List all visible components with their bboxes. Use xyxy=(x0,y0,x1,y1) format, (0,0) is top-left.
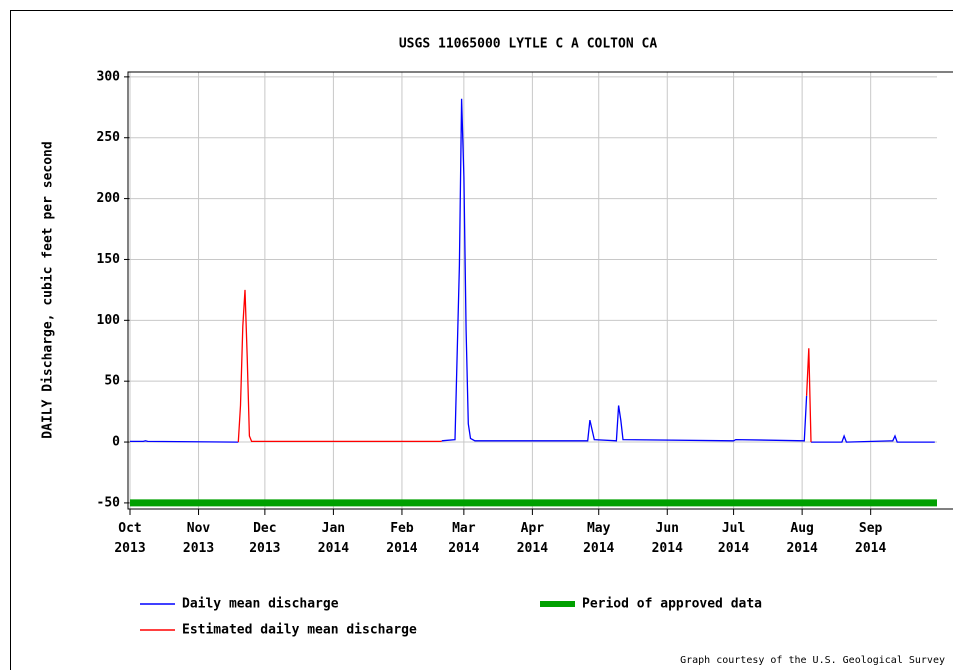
y-axis-label: DAILY Discharge, cubic feet per second xyxy=(41,141,56,438)
plot-frame xyxy=(127,71,953,510)
y-tick-label: 200 xyxy=(97,191,121,206)
x-tick-label: Feb 2014 xyxy=(386,521,418,556)
y-tick-label: 150 xyxy=(97,252,121,267)
chart-title: USGS 11065000 LYTLE C A COLTON CA xyxy=(399,37,657,52)
x-tick-label: Mar 2014 xyxy=(448,521,480,556)
y-tick-label: 50 xyxy=(104,374,120,389)
y-tick-label: 100 xyxy=(97,313,121,328)
footer: Graph courtesy of the U.S. Geological Su… xyxy=(680,655,945,666)
y-tick-label: 0 xyxy=(112,435,120,450)
y-tick-label: 250 xyxy=(97,130,121,145)
x-tick-label: Aug 2014 xyxy=(786,521,818,556)
x-tick-label: Oct 2013 xyxy=(114,521,146,556)
legend-label: Daily mean discharge xyxy=(182,597,339,612)
series-line xyxy=(237,289,812,443)
frame xyxy=(10,10,953,670)
series-line xyxy=(130,98,935,443)
x-tick-label: Apr 2014 xyxy=(516,521,549,556)
x-tick-label: Nov 2013 xyxy=(182,521,215,556)
x-tick-label: Jun 2014 xyxy=(651,521,683,556)
y-tick-label: -50 xyxy=(97,495,121,510)
x-tick-label: May 2014 xyxy=(583,521,615,556)
x-tick-label: Jan 2014 xyxy=(317,521,350,556)
y-tick-label: 300 xyxy=(97,69,121,84)
legend-label: Estimated daily mean discharge xyxy=(182,623,417,638)
x-tick-label: Dec 2013 xyxy=(249,521,281,556)
x-tick-label: Jul 2014 xyxy=(717,521,750,556)
x-tick-label: Sep 2014 xyxy=(855,521,887,556)
legend-label: Period of approved data xyxy=(582,597,762,612)
